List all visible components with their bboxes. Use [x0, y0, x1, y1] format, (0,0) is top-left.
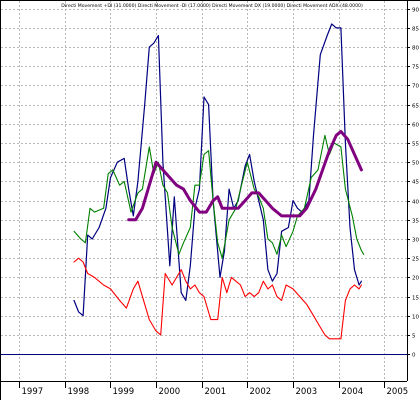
chart-title: Directi Movement +DI (31.0000) Directi M…	[61, 3, 363, 9]
x-tick-label: 2000	[159, 387, 181, 397]
series-layer	[1, 23, 407, 355]
y-tick-label: 60	[412, 123, 419, 129]
y-tick-label: 40	[412, 200, 419, 206]
x-tick-label: 2001	[205, 387, 227, 397]
y-tick-label: 15	[412, 296, 419, 302]
y-tick-label: 45	[412, 180, 419, 186]
tick-layer: 1997 1998 1999 2000 2001 2002 2003 2004 20050510…	[19, 8, 419, 397]
x-tick-label: 2002	[250, 387, 272, 397]
y-tick-label: 55	[412, 142, 419, 148]
y-tick-label: 80	[412, 46, 419, 52]
y-tick-label: 75	[412, 65, 419, 71]
x-tick-label: 1997	[22, 387, 44, 397]
x-tick-label: 2004	[342, 387, 364, 397]
y-tick-label: 50	[412, 161, 419, 167]
y-tick-label: 35	[412, 219, 419, 225]
x-tick-label: 2005	[387, 387, 409, 397]
y-tick-label: 70	[412, 84, 419, 90]
y-tick-label: 25	[412, 257, 419, 263]
series-line-4	[127, 130, 363, 222]
y-tick-label: 20	[412, 276, 419, 282]
y-tick-label: 10	[412, 315, 419, 321]
y-tick-label: 0	[412, 353, 416, 359]
series-line-3	[73, 257, 362, 340]
y-tick-label: 90	[412, 8, 419, 14]
y-tick-label: 5	[412, 334, 416, 340]
y-tick-label: 65	[412, 104, 419, 110]
y-tick-label: 85	[412, 27, 419, 33]
x-tick-label: 1998	[68, 387, 90, 397]
x-tick-label: 1999	[113, 387, 135, 397]
x-tick-label: 2003	[296, 387, 318, 397]
series-line-1	[73, 23, 362, 317]
y-tick-label: 30	[412, 238, 419, 244]
series-line-2	[73, 134, 365, 259]
grid-layer	[1, 1, 407, 381]
